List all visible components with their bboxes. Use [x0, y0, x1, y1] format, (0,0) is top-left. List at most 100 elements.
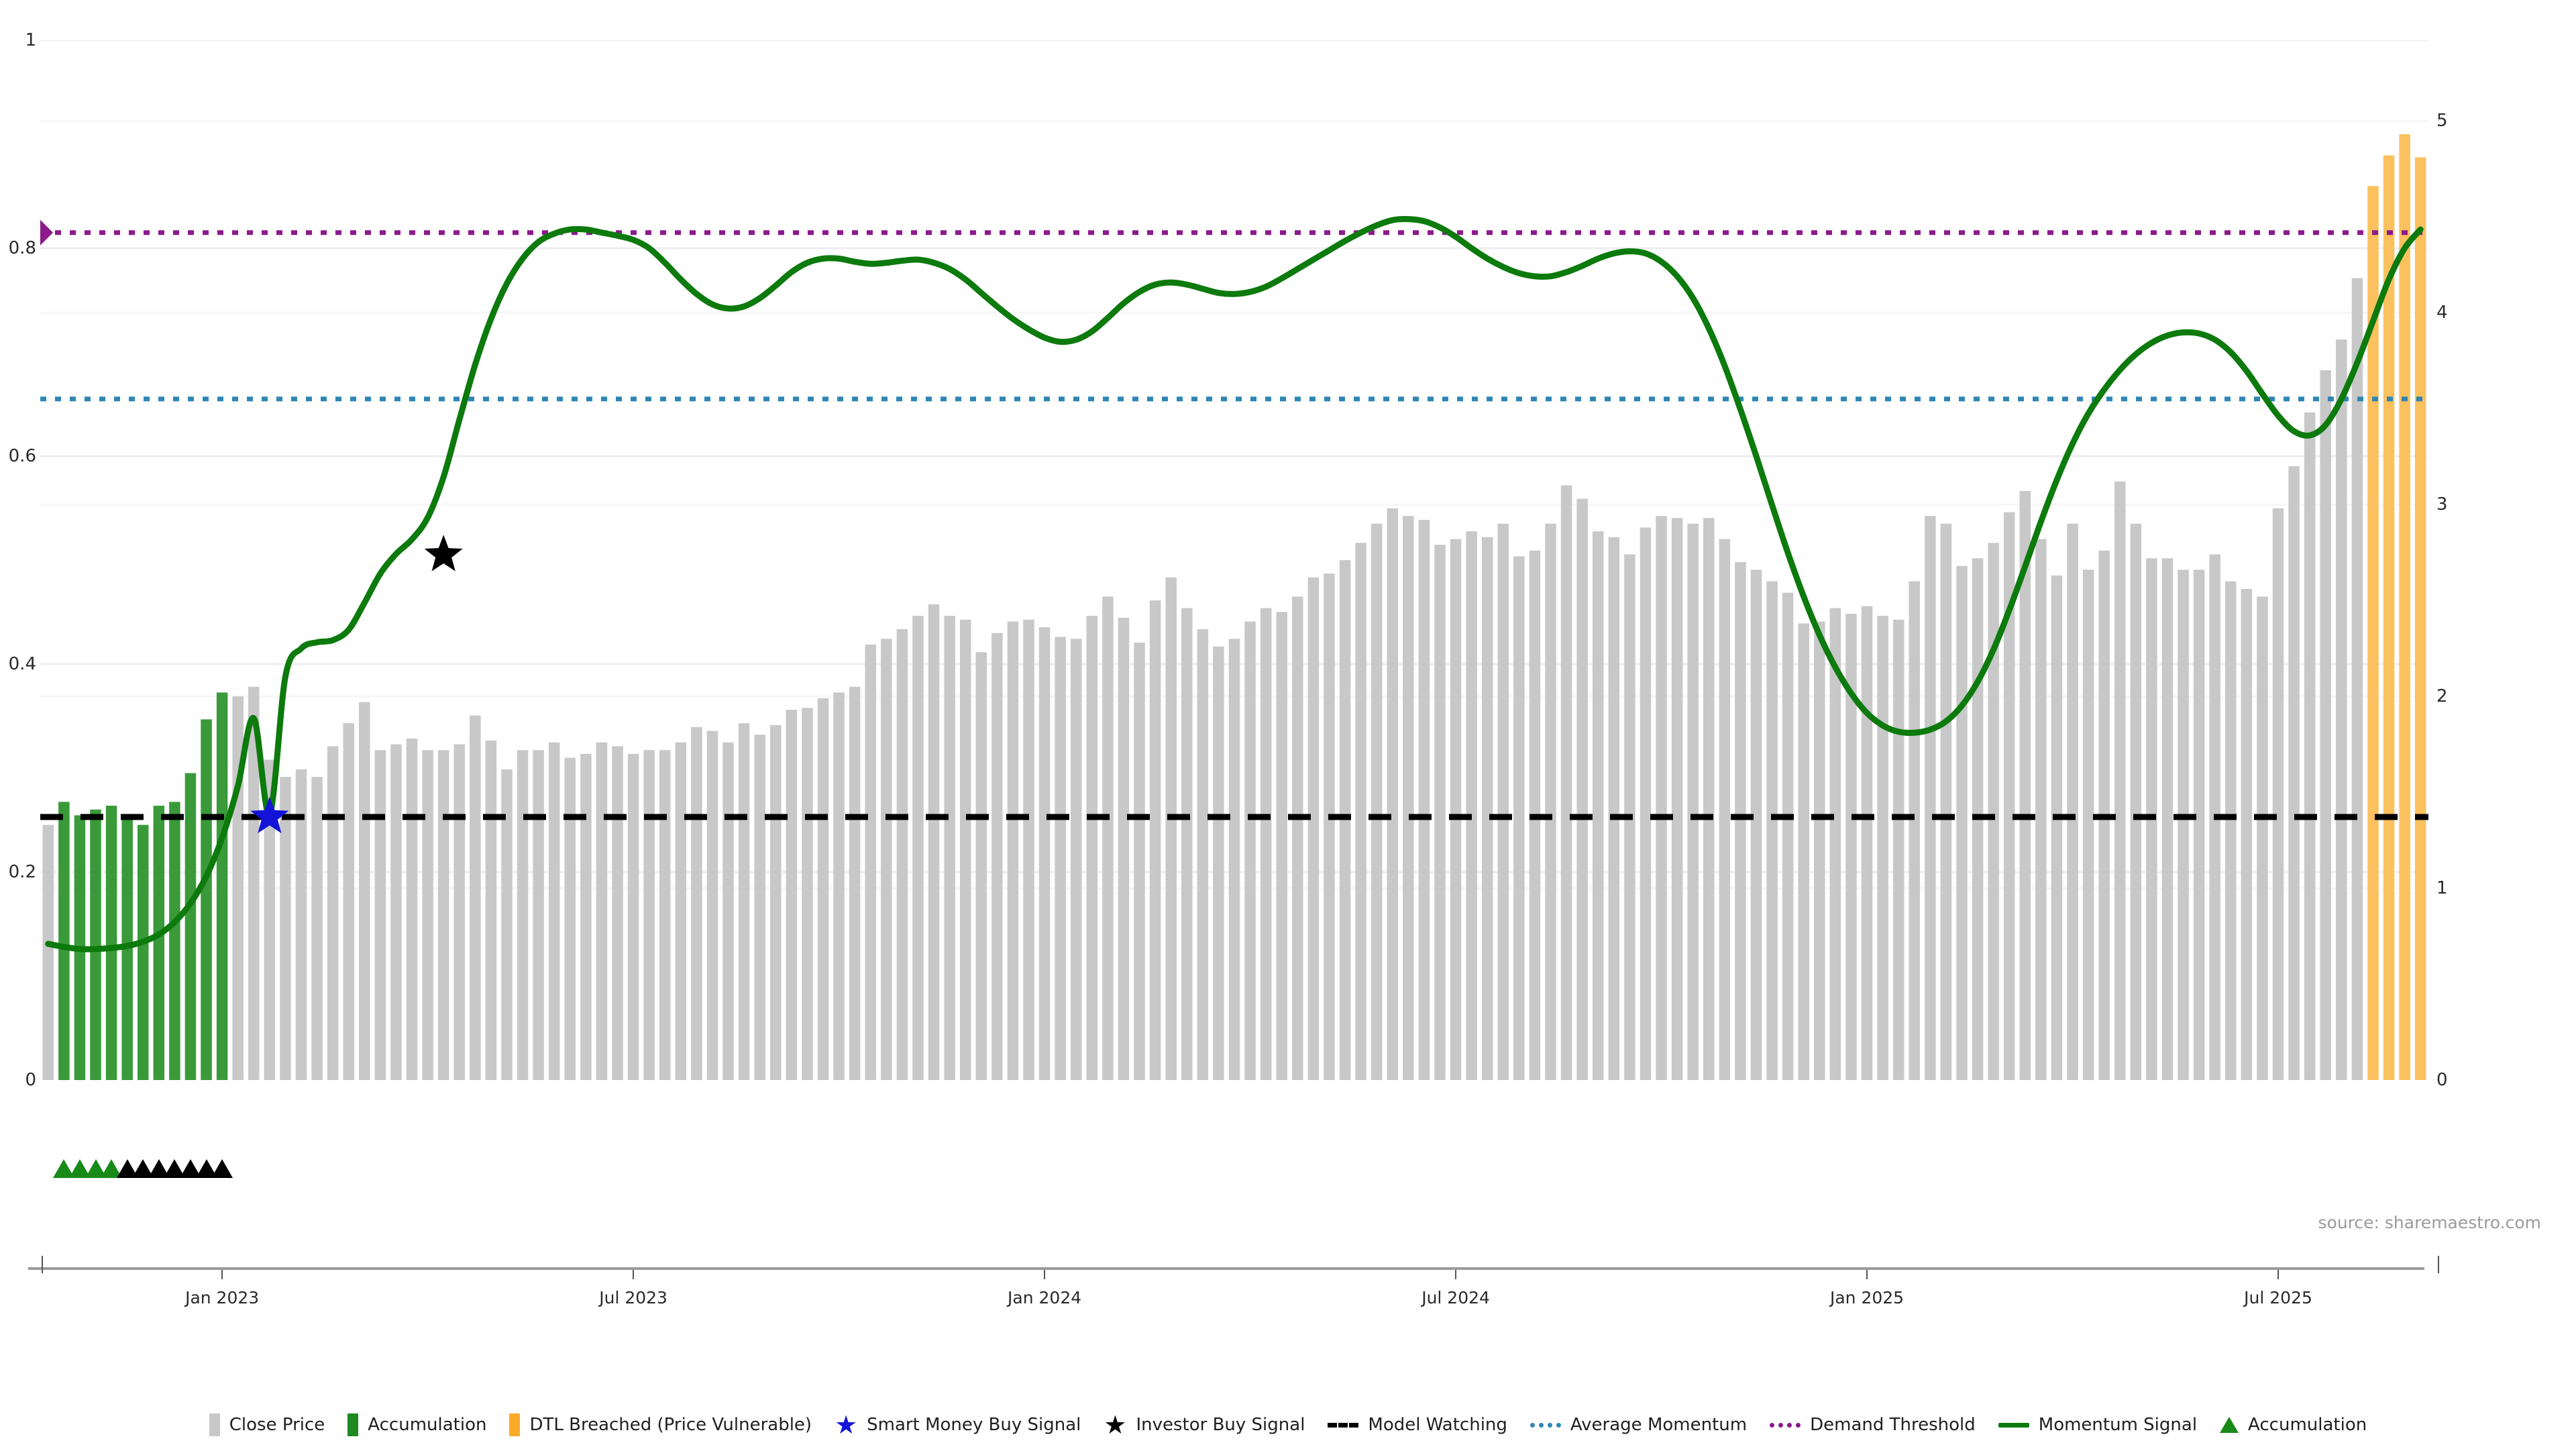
legend-item-investor-buy-signal[interactable]: ★ Investor Buy Signal	[1104, 1412, 1305, 1438]
legend-label: DTL Breached (Price Vulnerable)	[529, 1415, 812, 1435]
legend-label: Investor Buy Signal	[1136, 1415, 1305, 1435]
x-axis-tick-label: Jan 2024	[1008, 1288, 1082, 1307]
bar-close-price	[2130, 523, 2142, 1080]
legend-item-accumulation-bar[interactable]: Accumulation	[347, 1413, 486, 1436]
bar-close-price	[991, 633, 1003, 1080]
bar-close-price	[453, 744, 466, 1080]
x-axis-tick-label: Jul 2023	[599, 1288, 667, 1307]
bar-close-price	[548, 742, 560, 1080]
bar-close-price	[1560, 485, 1572, 1080]
source-attribution: source: sharemaestro.com	[2318, 1213, 2542, 1232]
bar-close-price	[533, 750, 544, 1080]
bar-close-price	[1339, 560, 1351, 1080]
bar-close-price	[1687, 523, 1699, 1080]
bar-close-price	[1355, 543, 1366, 1080]
bar-close-price	[1608, 537, 1620, 1080]
accumulation-triangle-icon	[211, 1159, 233, 1178]
bar-close-price	[2257, 596, 2268, 1080]
bar-close-price	[437, 750, 449, 1080]
legend-solid-line-icon	[1998, 1422, 2029, 1428]
bar-close-price	[470, 715, 481, 1080]
bar-close-price	[2225, 581, 2237, 1080]
bar-close-price	[2193, 570, 2205, 1080]
bar-close-price	[706, 731, 718, 1080]
bar-close-price	[1070, 639, 1082, 1080]
legend-swatch-square-icon	[509, 1413, 521, 1436]
legend-item-momentum-signal[interactable]: Momentum Signal	[1998, 1415, 2197, 1435]
bar-close-price	[1861, 606, 1873, 1080]
bar-close-price	[849, 686, 861, 1080]
bar-close-price	[1956, 566, 1968, 1080]
legend-dashed-line-icon	[1328, 1422, 1359, 1428]
threshold-lines	[40, 219, 2428, 820]
bar-close-price	[1798, 623, 1809, 1080]
legend-triangle-icon	[2220, 1417, 2239, 1433]
bar-close-price	[2114, 481, 2126, 1080]
bar-close-price	[1845, 614, 1857, 1080]
y-axis-left-tick: 0.2	[8, 862, 36, 882]
bar-close-price	[390, 744, 402, 1080]
bar-close-price	[2067, 523, 2078, 1080]
chart-legend: Close Price Accumulation DTL Breached (Pri…	[0, 1412, 2576, 1438]
bar-close-price	[1086, 615, 1098, 1080]
marker-investor-buy-signal[interactable]	[424, 535, 463, 572]
bar-close-price	[1576, 498, 1588, 1080]
bar-close-price	[1909, 581, 1921, 1080]
bar-close-price	[2304, 412, 2316, 1080]
bar-close-price	[1197, 629, 1209, 1080]
y-axis-right-tick: 2	[2436, 686, 2448, 707]
legend-star-icon: ★	[1104, 1410, 1127, 1440]
bar-close-price	[1545, 523, 1556, 1080]
x-axis-tick-mark	[633, 1270, 635, 1279]
legend-item-average-momentum[interactable]: Average Momentum	[1529, 1415, 1747, 1435]
y-axis-left-tick: 0	[25, 1070, 36, 1090]
bar-close-price	[1371, 523, 1383, 1080]
legend-item-smart-money-buy-signal[interactable]: ★ Smart Money Buy Signal	[835, 1412, 1081, 1438]
bar-accumulation	[58, 802, 70, 1080]
x-axis-end-cap	[42, 1256, 43, 1273]
x-axis-tick-label: Jul 2025	[2244, 1288, 2312, 1307]
bar-accumulation	[216, 692, 228, 1080]
legend-item-model-watching[interactable]: Model Watching	[1328, 1415, 1507, 1435]
legend-swatch-square-icon	[347, 1413, 359, 1436]
bar-accumulation	[153, 806, 165, 1080]
bar-close-price	[248, 686, 260, 1080]
bar-close-price	[2161, 558, 2174, 1080]
bar-close-price	[1055, 637, 1066, 1080]
legend-item-accumulation-marker[interactable]: Accumulation	[2220, 1415, 2367, 1435]
legend-item-demand-threshold[interactable]: Demand Threshold	[1770, 1415, 1976, 1435]
bar-dtl-breached	[2399, 134, 2410, 1080]
bar-close-price	[1292, 596, 1303, 1080]
bar-close-price	[311, 777, 323, 1080]
bar-close-price	[1766, 581, 1778, 1080]
legend-swatch-square-icon	[209, 1413, 220, 1436]
y-axis-right-tick: 5	[2436, 111, 2448, 131]
x-axis-line	[28, 1267, 2424, 1270]
bar-close-price	[770, 724, 782, 1080]
legend-dotted-line-icon	[1770, 1422, 1801, 1428]
marker-smart-money-buy-signal[interactable]	[250, 796, 289, 834]
bar-close-price	[896, 629, 908, 1080]
legend-item-close-price[interactable]: Close Price	[209, 1413, 325, 1436]
x-axis-tick-mark	[1866, 1270, 1868, 1279]
bar-close-price	[2178, 570, 2189, 1080]
bar-close-price	[928, 604, 940, 1080]
bar-close-price	[643, 750, 655, 1080]
bar-close-price	[612, 746, 623, 1080]
bar-close-price	[959, 619, 971, 1080]
y-axis-left-tick: 0.8	[8, 238, 36, 258]
bar-close-price	[944, 615, 955, 1080]
bar-close-price	[2082, 570, 2094, 1080]
bar-close-price	[517, 750, 529, 1080]
bar-close-price	[802, 708, 813, 1080]
bar-close-price	[1497, 523, 1509, 1080]
bar-close-price	[2003, 512, 2015, 1080]
bar-close-price	[627, 753, 639, 1080]
legend-item-dtl-breached[interactable]: DTL Breached (Price Vulnerable)	[509, 1413, 812, 1436]
bar-close-price	[1102, 596, 1114, 1080]
bar-close-price	[1307, 577, 1320, 1080]
bar-accumulation	[201, 719, 212, 1080]
bar-close-price	[817, 698, 829, 1080]
bar-dtl-breached	[2383, 155, 2395, 1080]
bar-close-price	[1181, 608, 1193, 1080]
